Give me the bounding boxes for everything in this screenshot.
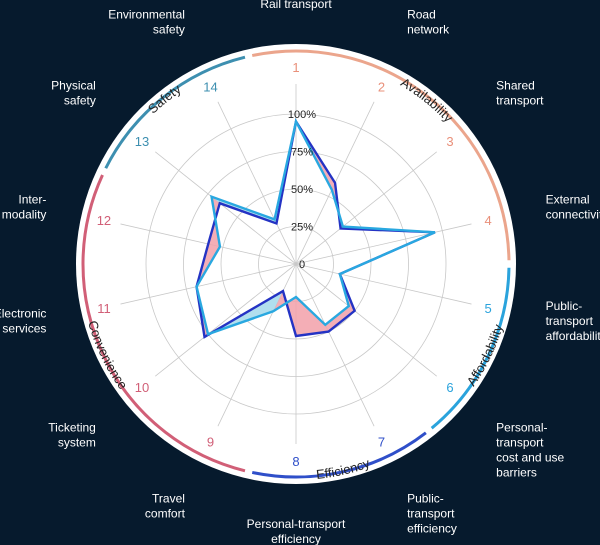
- spoke-label-11: Electronicservices: [0, 306, 46, 335]
- spoke-label-5-line-1: Public-: [546, 299, 583, 313]
- category-arc-convenience: [81, 174, 246, 473]
- tick-label-3: 50%: [291, 184, 313, 196]
- spoke-label-4-line-1: External: [546, 193, 590, 207]
- spoke-label-14-line-2: safety: [153, 22, 185, 36]
- spoke-label-12-line-2: modality: [2, 208, 47, 222]
- tick-label-4: 75%: [291, 147, 313, 159]
- spoke-number-7: 7: [378, 434, 385, 449]
- spoke-number-14: 14: [203, 80, 217, 95]
- spoke-label-4-line-2: connectivity: [546, 208, 600, 222]
- spoke-label-8-line-1: Personal-transport: [247, 517, 346, 531]
- spoke-label-9-line-1: Travel: [152, 492, 185, 506]
- grid-spoke-14: [217, 101, 297, 265]
- spoke-label-6-line-3: cost and use: [496, 451, 564, 465]
- spoke-label-5-line-3: affordability: [546, 329, 600, 343]
- tick-label-1: 0: [299, 259, 305, 271]
- spoke-label-7: Public-transport efficiency: [407, 492, 457, 536]
- spoke-number-5: 5: [484, 301, 491, 316]
- spoke-label-12-line-1: Inter-: [18, 193, 46, 207]
- spoke-label-5-line-2: transport: [546, 314, 594, 328]
- tick-label-2: 25%: [291, 222, 313, 234]
- spoke-label-1-line-1: Rail transport: [260, 0, 332, 11]
- grid-spoke-4: [295, 223, 472, 265]
- gap-fill-6: [325, 306, 355, 332]
- spoke-number-6: 6: [446, 380, 453, 395]
- spoke-label-6: Personal-transport cost and use barriers: [496, 421, 564, 480]
- spoke-number-4: 4: [484, 213, 491, 228]
- spoke-label-6-line-4: barriers: [496, 466, 537, 480]
- spoke-number-1: 1: [292, 60, 299, 75]
- spoke-label-5: Public-transportaffordability: [546, 299, 600, 343]
- spoke-number-11: 11: [97, 301, 111, 316]
- spoke-label-14: Environmental safety: [108, 7, 185, 36]
- category-arc-safety: [104, 55, 246, 169]
- gap-fill-7: [296, 297, 329, 336]
- spoke-label-3-line-1: Shared: [496, 78, 535, 92]
- spoke-label-10: Ticketing system: [48, 421, 96, 450]
- category-arc-availability: [251, 49, 511, 261]
- spoke-label-9-line-2: comfort: [145, 507, 186, 521]
- grid-spoke-3: [295, 151, 437, 265]
- spoke-label-8-line-2: efficiency: [271, 532, 321, 545]
- spoke-number-9: 9: [207, 434, 214, 449]
- tick-label-5: 100%: [288, 109, 316, 121]
- spoke-number-8: 8: [292, 454, 299, 469]
- spoke-label-11-line-1: Electronic: [0, 306, 46, 320]
- spoke-label-10-line-1: Ticketing: [48, 421, 96, 435]
- grid-spoke-11: [120, 263, 297, 305]
- spoke-label-1: Rail transport: [260, 0, 332, 11]
- spoke-label-14-line-1: Environmental: [108, 7, 185, 21]
- spoke-label-6-line-2: transport: [496, 436, 544, 450]
- spoke-number-13: 13: [135, 134, 149, 149]
- grid-spoke-5: [295, 263, 472, 305]
- spoke-label-13: Physical safety: [51, 78, 96, 107]
- spoke-label-8: Personal-transport efficiency: [247, 517, 346, 545]
- spoke-label-3-line-2: transport: [496, 93, 544, 107]
- spoke-label-7-line-1: Public-: [407, 492, 444, 506]
- spoke-label-7-line-3: efficiency: [407, 522, 457, 536]
- spoke-number-3: 3: [446, 134, 453, 149]
- spoke-label-12: Inter-modality: [2, 193, 47, 222]
- category-arc-efficiency: [251, 431, 427, 479]
- spoke-number-12: 12: [97, 213, 111, 228]
- spoke-number-10: 10: [135, 380, 149, 395]
- spoke-label-7-line-2: transport: [407, 507, 455, 521]
- gap-fill-8: [273, 291, 296, 336]
- spoke-label-4: Externalconnectivity: [546, 193, 600, 222]
- category-arc-affordability: [430, 267, 511, 430]
- spoke-label-2-line-2: network: [407, 22, 450, 36]
- spoke-label-6-line-1: Personal-: [496, 421, 547, 435]
- grid-spoke-13: [155, 151, 297, 265]
- spoke-label-2: Road network: [407, 7, 450, 36]
- grid-spoke-10: [155, 263, 297, 377]
- spoke-label-9: Travel comfort: [145, 492, 186, 521]
- spoke-label-2-line-1: Road: [407, 7, 436, 21]
- spoke-label-13-line-2: safety: [64, 93, 96, 107]
- series-line-2: [195, 118, 436, 336]
- spoke-number-2: 2: [378, 80, 385, 95]
- grid-spoke-6: [295, 263, 437, 377]
- spoke-label-10-line-2: system: [58, 436, 96, 450]
- spoke-label-13-line-1: Physical: [51, 78, 96, 92]
- spoke-label-11-line-2: services: [2, 321, 46, 335]
- grid-spoke-7: [295, 263, 375, 427]
- spoke-label-3: Shared transport: [496, 78, 544, 107]
